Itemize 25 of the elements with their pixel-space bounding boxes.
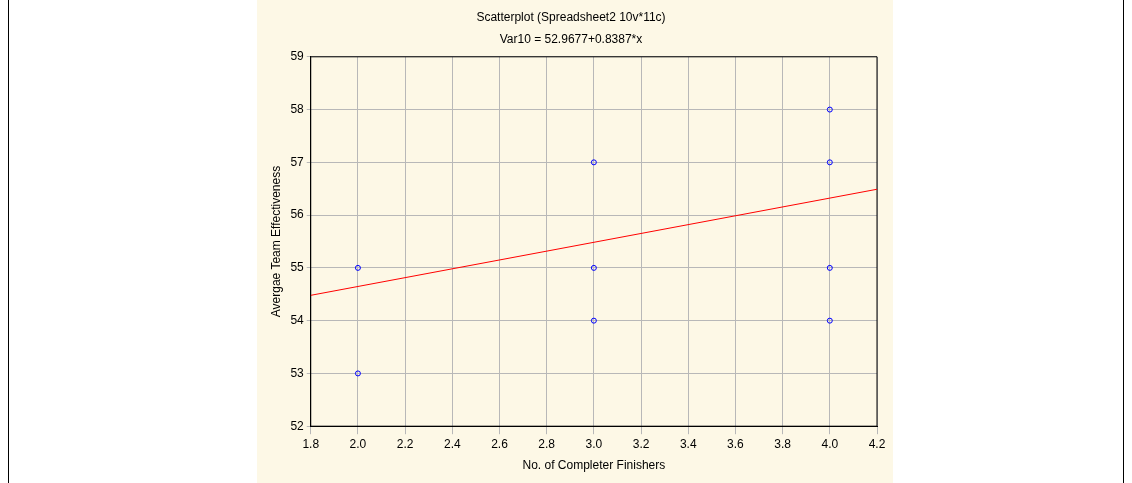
x-tick-label: 2.4 xyxy=(443,436,461,451)
y-tick-label: 56 xyxy=(290,207,305,222)
x-tick-label: 3.2 xyxy=(632,436,650,451)
y-tick-label: 58 xyxy=(290,101,305,116)
chart-title: Scatterplot (Spreadsheet2 10v*11c) xyxy=(476,9,666,24)
x-tick-label: 2.2 xyxy=(396,436,414,451)
y-tick-label: 53 xyxy=(290,365,305,380)
x-tick-label: 2.6 xyxy=(491,436,509,451)
y-tick-label: 57 xyxy=(290,154,305,169)
y-tick-label: 59 xyxy=(290,49,305,64)
x-tick-label: 3.0 xyxy=(585,436,603,451)
x-tick-label: 4.2 xyxy=(868,436,886,451)
x-tick-label: 2.0 xyxy=(349,436,367,451)
chart-subtitle: Var10 = 52.9677+0.8387*x xyxy=(499,31,643,46)
y-tick-label: 52 xyxy=(290,418,305,433)
x-tick-label: 3.8 xyxy=(774,436,792,451)
x-tick-label: 3.6 xyxy=(727,436,745,451)
x-tick-label: 2.8 xyxy=(538,436,556,451)
x-tick-label: 4.0 xyxy=(821,436,839,451)
x-tick-label: 1.8 xyxy=(302,436,320,451)
x-tick-label: 3.4 xyxy=(679,436,697,451)
y-axis-title: Avergae Team Effectiveness xyxy=(268,165,283,318)
y-tick-label: 55 xyxy=(290,260,305,275)
x-axis-title: No. of Completer Finishers xyxy=(522,458,666,473)
y-tick-label: 54 xyxy=(290,312,305,327)
